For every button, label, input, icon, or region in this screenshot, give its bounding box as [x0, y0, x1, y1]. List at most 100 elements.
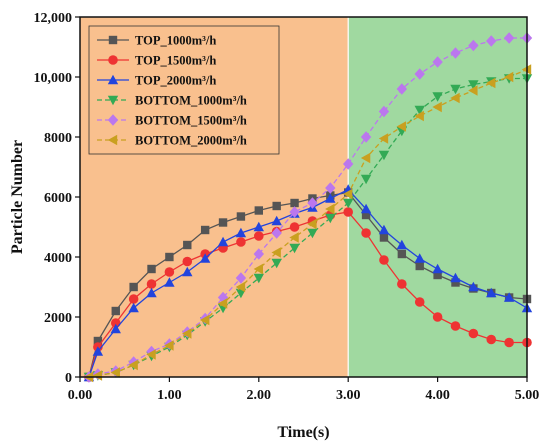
y-tick-label: 2000	[44, 311, 72, 326]
series-6-point	[182, 328, 192, 339]
legend-label: TOP_2000m³/h	[135, 74, 216, 88]
series-4-point	[432, 92, 443, 102]
background-regions	[80, 17, 527, 377]
series-5	[83, 32, 533, 383]
legend: TOP_1000m³/h TOP_1500m³/h TOP_2000m³/h BOTT…	[88, 25, 280, 155]
series-2-point	[397, 279, 407, 289]
series-6-point	[450, 92, 460, 104]
series-4-point	[253, 273, 264, 284]
series-3-point	[396, 239, 408, 250]
series-3-point	[378, 224, 390, 235]
series-2-point	[361, 228, 371, 238]
series-5-point	[343, 158, 354, 170]
series-1-point	[254, 206, 263, 215]
y-tick-label: 0	[65, 371, 72, 386]
series-1-point	[397, 249, 407, 259]
series-6-line	[88, 68, 528, 378]
series-3-point	[164, 277, 175, 287]
x-tick-label: 3.00	[336, 388, 361, 403]
series-4-point	[450, 84, 461, 95]
legend-marker	[107, 134, 118, 146]
series-5-point	[414, 68, 425, 80]
series-4-point	[343, 198, 354, 209]
series-5-point	[503, 32, 515, 44]
series-1-point	[165, 252, 174, 262]
y-tick-label: 12,000	[34, 11, 73, 26]
axis-ticks: 0.00 1.00 2.00 3.00 4.00 5.00 0 2000 4000 6000 800…	[34, 11, 540, 403]
series-6-point	[343, 188, 353, 200]
series-6-point	[468, 85, 478, 96]
series-6-point	[325, 203, 335, 215]
series-3-point	[235, 227, 247, 238]
series-6-point	[271, 247, 281, 258]
series-2-point	[146, 279, 157, 289]
legend-entry: BOTTOM_2000m³/h	[97, 134, 247, 148]
series-6-point	[128, 359, 138, 371]
series-6-point	[217, 298, 228, 309]
series-5-point	[432, 56, 443, 68]
series-3-point	[360, 203, 372, 214]
x-axis-title: Time(s)	[277, 424, 329, 441]
series-3-point	[92, 346, 104, 356]
legend-entry: BOTTOM_1000m³/h	[97, 94, 247, 108]
series-5-point	[468, 39, 479, 52]
series-5-point	[360, 131, 372, 143]
series-1-point	[290, 198, 299, 208]
legend-label: BOTTOM_2000m³/h	[135, 134, 247, 148]
series-5-point	[307, 197, 318, 209]
x-tick-label: 1.00	[157, 388, 182, 403]
legend-label: TOP_1000m³/h	[135, 34, 216, 48]
series-1-point	[272, 201, 281, 211]
series-5-point	[271, 227, 282, 239]
legend-marker	[108, 55, 118, 65]
series-2-point	[379, 255, 389, 265]
legend-marker	[107, 95, 119, 106]
legend-label: BOTTOM_1000m³/h	[135, 94, 247, 108]
series-3-point	[128, 302, 139, 313]
background-region-2	[348, 17, 527, 377]
series-6-point	[396, 121, 407, 132]
series-2-point	[236, 237, 246, 247]
series-1-point	[183, 240, 192, 250]
series-2-point	[468, 328, 479, 339]
y-tick-label: 6000	[44, 191, 72, 206]
series-3-point	[217, 236, 229, 247]
series-1-point	[433, 270, 442, 280]
series-2-point	[182, 256, 193, 267]
series-6-point	[360, 152, 371, 164]
series-3-point	[468, 281, 479, 292]
y-tick-label: 8000	[44, 131, 72, 146]
series-1-point	[451, 278, 460, 287]
series-3-point	[325, 193, 336, 203]
legend-marker	[108, 35, 118, 45]
series-4-point	[271, 258, 282, 269]
y-tick-label: 4000	[44, 251, 72, 266]
series-6-point	[253, 263, 263, 275]
series-2-point	[486, 334, 497, 345]
series-6-point	[110, 367, 120, 378]
series-2-point	[414, 297, 425, 307]
legend-label: TOP_1500m³/h	[135, 54, 216, 68]
series-4-point	[307, 228, 318, 239]
legend-entry: TOP_1000m³/h	[97, 34, 216, 48]
series-1-point	[147, 264, 156, 274]
series-5-point	[235, 272, 247, 284]
series-3-point	[271, 215, 282, 226]
series-6-point	[414, 110, 424, 122]
series-5-point	[253, 248, 264, 260]
series-3-point	[414, 253, 425, 263]
series-3-point	[182, 266, 193, 277]
series-1-point	[415, 261, 424, 271]
series-6-point	[235, 281, 246, 293]
legend-marker	[107, 74, 119, 85]
series-6-point	[378, 133, 389, 144]
series-3-point	[199, 253, 211, 263]
series-2-point	[450, 321, 461, 331]
series-6-point	[307, 218, 317, 230]
series-5-point	[396, 83, 408, 95]
series-5-point	[486, 35, 497, 47]
series-2-point	[289, 222, 300, 232]
series-4-line	[88, 77, 527, 378]
series-2-point	[504, 337, 514, 348]
